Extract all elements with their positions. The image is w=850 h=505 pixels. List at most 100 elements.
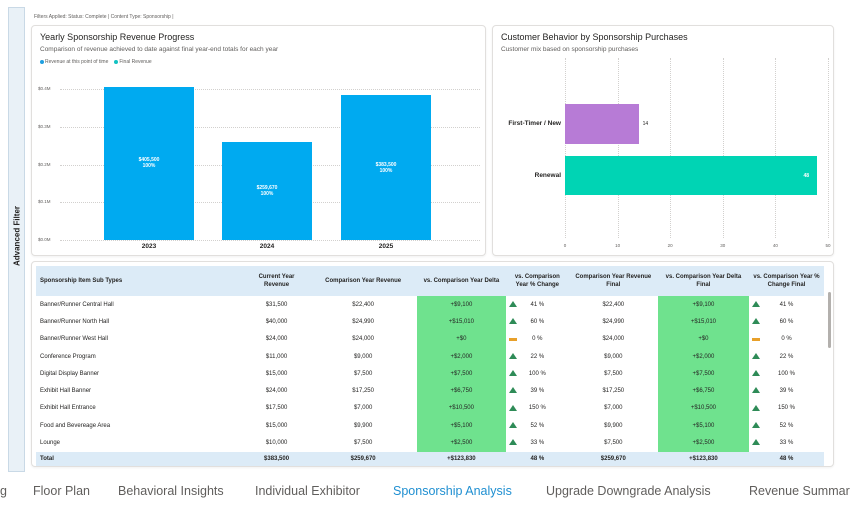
advanced-filter-pane[interactable]: Advanced Filter (8, 7, 25, 472)
behavior-bar (565, 104, 639, 144)
bar-data-label: $383,500 100% (375, 161, 397, 174)
y-tick-label: $0.1M (38, 199, 51, 205)
table-row[interactable]: Banner/Runner West Hall $24,000 $24,000 +$0… (36, 330, 824, 348)
legend-dot (114, 60, 119, 64)
table-cell: Lounge (40, 440, 61, 447)
column-header[interactable]: vs. Comparison Year Delta Final (657, 266, 750, 296)
table-total-row[interactable]: Total $383,500 $259,670 +$123,830 48 % $259,6… (36, 451, 824, 466)
table-cell: $24,990 (602, 318, 625, 325)
gridline (722, 58, 724, 238)
table-row[interactable]: Banner/Runner Central Hall $31,500 $22,400… (36, 296, 824, 314)
tab-individual-exhibitor[interactable]: Individual Exhibitor (255, 484, 360, 498)
percent-change-text: 60 % (530, 318, 545, 325)
column-header[interactable]: Comparison Year Revenue Final (568, 266, 658, 296)
table-cell: 60 % (749, 313, 824, 330)
gridline (617, 58, 619, 238)
up-triangle-icon (752, 352, 761, 359)
gridline (775, 58, 777, 238)
up-triangle-icon (508, 387, 517, 394)
percent-change-text: 52 % (530, 422, 545, 429)
report-canvas: Advanced Filter Filters Applied: Status:… (8, 7, 834, 472)
table-cell: $259,670 (568, 451, 658, 466)
table-cell: $17,500 (265, 405, 288, 412)
tab-revenue-summary[interactable]: Revenue Summar (749, 484, 850, 498)
table-row[interactable]: Lounge $10,000 $7,500 +$2,500 33 % $7,500 +$2,… (36, 434, 824, 452)
table-cell: $7,000 (353, 405, 373, 412)
table-cell: +$6,750 (416, 382, 506, 400)
column-header[interactable]: Sponsorship Item Sub Types (36, 266, 244, 296)
table-cell: $17,250 (352, 388, 374, 395)
up-triangle-icon (508, 404, 517, 411)
table-row[interactable]: Food and Bevereage Area $15,000 $9,900 +$5,… (36, 417, 824, 435)
table-cell: $7,000 (604, 405, 623, 412)
x-tick-label: 30 (720, 243, 726, 248)
percent-change-text: 33 % (530, 440, 545, 447)
percent-change-text: 100 % (528, 370, 546, 377)
table-row[interactable]: Conference Program $11,000 $9,000 +$2,000 22… (36, 347, 824, 366)
sponsorship-table[interactable]: Sponsorship Item Sub Types Current Year … (36, 266, 824, 466)
table-row[interactable]: Exhibit Hall Entrance $17,500 $7,000 +$10,5… (36, 399, 824, 418)
table-cell: +$15,010 (657, 313, 750, 331)
table-cell: +$2,500 (416, 434, 506, 452)
tab-sponsorship-analysis[interactable]: Sponsorship Analysis (393, 484, 512, 498)
data-label: 48 (803, 172, 810, 179)
table-cell: Digital Display Banner (40, 370, 100, 377)
table-cell: 100 % (506, 365, 569, 382)
up-triangle-icon (508, 422, 517, 429)
table-cell: $7,500 (604, 440, 623, 447)
up-triangle-icon (752, 439, 761, 446)
tab-upgrade-downgrade-analysis[interactable]: Upgrade Downgrade Analysis (546, 484, 711, 498)
bar-data-label: $405,500 100% (138, 157, 160, 170)
table-cell: 39 % (749, 382, 824, 399)
column-header[interactable]: Comparison Year Revenue (309, 266, 417, 296)
up-triangle-icon (752, 422, 761, 429)
column-header[interactable]: vs. Comparison Year Delta (416, 266, 506, 296)
table-cell: 0 % (749, 331, 824, 348)
table-cell: +$15,010 (416, 313, 506, 331)
column-header[interactable]: vs. Comparison Year % Change Final (749, 266, 824, 296)
table-row[interactable]: Banner/Runner North Hall $40,000 $24,990 +$… (36, 313, 824, 331)
revenue-progress-card[interactable]: Yearly Sponsorship Revenue Progress Comp… (31, 25, 486, 256)
gridline (60, 240, 480, 241)
customer-behavior-card[interactable]: Customer Behavior by Sponsorship Purchas… (492, 25, 834, 256)
table-cell: +$7,500 (416, 365, 506, 383)
percent-change-text: 150 % (778, 405, 796, 412)
percent-change-text: 22 % (779, 353, 794, 360)
filters-applied-text: Filters Applied: Status: Complete | Cont… (34, 14, 174, 20)
column-header[interactable]: Current Year Revenue (243, 266, 310, 296)
table-cell: +$5,100 (416, 417, 506, 435)
table-cell: 60 % (506, 313, 569, 330)
tab-behavioral-insights[interactable]: Behavioral Insights (118, 484, 224, 498)
behavior-chart-title: Customer Behavior by Sponsorship Purchas… (501, 32, 688, 42)
table-cell: +$2,500 (657, 434, 750, 452)
up-triangle-icon (752, 387, 761, 394)
table-cell: +$10,500 (416, 399, 506, 418)
percent-change-text: 41 % (779, 301, 794, 308)
table-row[interactable]: Exhibit Hall Banner $24,000 $17,250 +$6,750… (36, 382, 824, 400)
revenue-bar (104, 86, 194, 240)
legend-item-current: Revenue at this point of time (40, 59, 108, 65)
x-tick-label: 40 (772, 243, 778, 248)
table-cell: Exhibit Hall Entrance (40, 405, 96, 412)
percent-change-text: 22 % (530, 353, 545, 360)
legend-item-final: Final Revenue (114, 59, 152, 65)
tab-partial[interactable]: g (0, 484, 7, 498)
column-header[interactable]: vs. Comparison Year % Change (505, 266, 569, 296)
revenue-chart-title: Yearly Sponsorship Revenue Progress (40, 32, 195, 42)
percent-change-text: 39 % (779, 388, 794, 395)
advanced-filter-label: Advanced Filter (12, 205, 21, 267)
table-cell: +$2,000 (657, 347, 750, 366)
table-row[interactable]: Digital Display Banner $15,000 $7,500 +$7,5… (36, 365, 824, 383)
no-change-icon (508, 337, 517, 341)
up-triangle-icon (508, 352, 517, 359)
x-tick-label: 20 (667, 243, 673, 248)
y-tick-label: $0.3M (38, 123, 51, 129)
table-cell: 22 % (506, 348, 569, 365)
no-change-icon (752, 337, 761, 341)
tab-floor-plan[interactable]: Floor Plan (33, 484, 90, 498)
table-scrollbar[interactable] (828, 292, 831, 348)
gridline (565, 58, 566, 238)
gridline (60, 89, 480, 90)
up-triangle-icon (508, 301, 517, 307)
table-cell: $17,250 (602, 388, 625, 395)
